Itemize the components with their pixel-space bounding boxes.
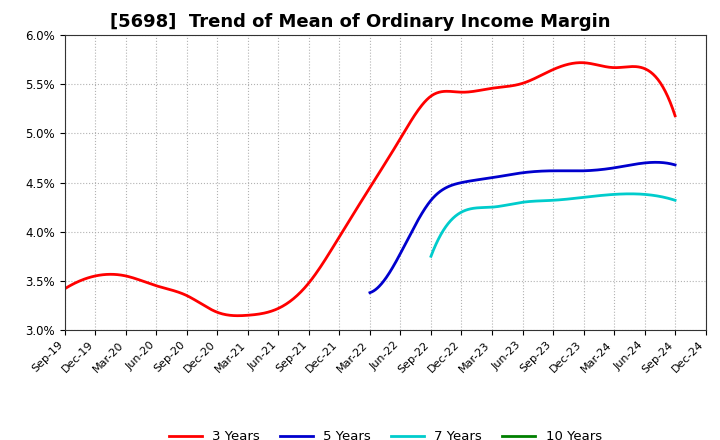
5 Years bbox=[513, 171, 521, 176]
3 Years bbox=[392, 143, 400, 148]
5 Years bbox=[671, 162, 680, 168]
7 Years bbox=[671, 198, 680, 203]
3 Years bbox=[671, 113, 680, 118]
7 Years bbox=[572, 195, 580, 201]
Line: 7 Years: 7 Years bbox=[431, 194, 675, 256]
7 Years bbox=[559, 197, 567, 202]
Line: 3 Years: 3 Years bbox=[65, 62, 675, 315]
7 Years bbox=[627, 191, 636, 197]
3 Years bbox=[233, 313, 242, 318]
7 Years bbox=[665, 196, 674, 202]
3 Years bbox=[351, 207, 360, 213]
5 Years bbox=[366, 290, 374, 295]
7 Years bbox=[427, 253, 436, 259]
5 Years bbox=[531, 169, 539, 174]
Line: 5 Years: 5 Years bbox=[370, 162, 675, 293]
Legend: 3 Years, 5 Years, 7 Years, 10 Years: 3 Years, 5 Years, 7 Years, 10 Years bbox=[163, 425, 607, 440]
7 Years bbox=[626, 191, 634, 197]
5 Years bbox=[510, 171, 519, 176]
3 Years bbox=[355, 202, 364, 207]
7 Years bbox=[543, 198, 552, 203]
5 Years bbox=[616, 164, 624, 169]
5 Years bbox=[664, 161, 672, 166]
5 Years bbox=[547, 168, 556, 173]
5 Years bbox=[651, 160, 660, 165]
3 Years bbox=[659, 84, 667, 90]
Text: [5698]  Trend of Mean of Ordinary Income Margin: [5698] Trend of Mean of Ordinary Income … bbox=[109, 13, 611, 31]
3 Years bbox=[577, 60, 585, 65]
3 Years bbox=[60, 286, 69, 291]
3 Years bbox=[425, 95, 433, 100]
3 Years bbox=[562, 62, 570, 67]
7 Years bbox=[544, 198, 553, 203]
